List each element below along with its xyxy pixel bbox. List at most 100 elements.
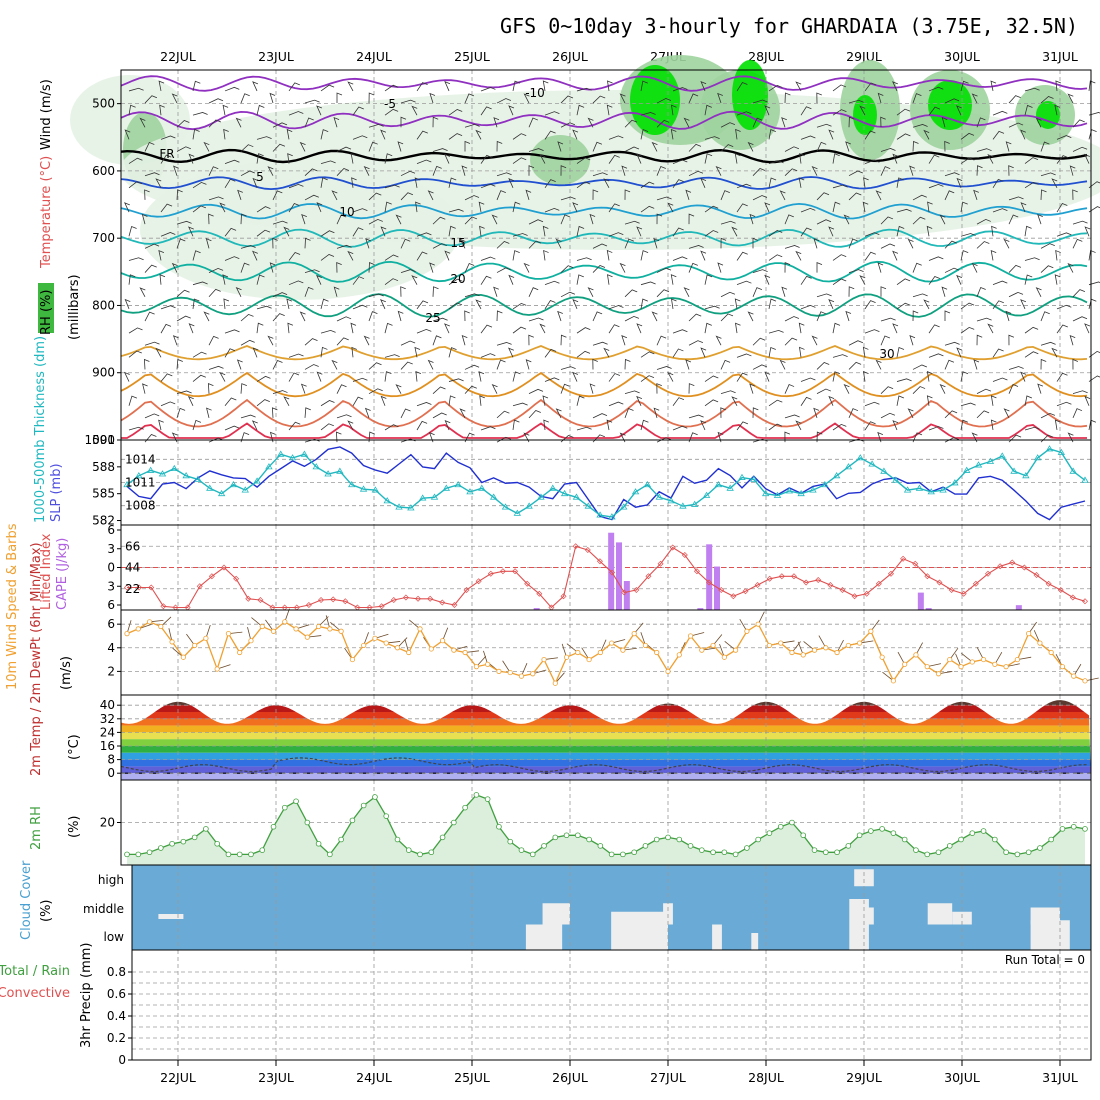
wind-barb	[779, 359, 786, 370]
lifted-index-point	[160, 603, 167, 610]
rh2m-point	[665, 834, 671, 841]
wind-barb	[352, 227, 364, 237]
rh2m-point	[563, 832, 570, 839]
wind-barb	[448, 278, 463, 286]
wind-barb	[1005, 310, 1012, 322]
wind-barb	[240, 144, 254, 152]
wind-barb	[944, 437, 960, 443]
wind-barb	[480, 183, 496, 189]
thickness-line-point	[1022, 472, 1030, 479]
wind-barb	[912, 364, 928, 370]
rh2m-point	[687, 843, 694, 849]
wind-barb	[128, 257, 144, 261]
wind-barb	[432, 116, 439, 128]
rh-shade-blob	[530, 135, 590, 185]
wind-barb	[640, 181, 655, 189]
wind-barb	[736, 421, 749, 431]
wind-barb	[347, 420, 354, 431]
wind-barb	[976, 317, 992, 322]
rh2m-point	[1082, 826, 1088, 832]
wind-barb	[368, 311, 378, 322]
wind-barb	[764, 202, 771, 213]
wind-barb	[171, 432, 178, 443]
slp-tick-label: 1014	[125, 452, 156, 466]
wind-barb	[621, 165, 628, 176]
thickness-line-point	[643, 480, 652, 488]
wind-barb	[176, 358, 183, 370]
rh2m-point	[327, 851, 333, 858]
wind-barb	[416, 82, 428, 92]
wind-barb	[992, 178, 1004, 189]
wind-barb	[768, 177, 777, 188]
wind-barb	[896, 378, 912, 382]
wind-barb	[700, 420, 707, 431]
wind-barb	[351, 346, 358, 358]
wind-barb	[768, 329, 784, 334]
thickness-line-point	[454, 480, 462, 488]
wind-barb	[926, 225, 933, 237]
wind-barb	[560, 383, 570, 394]
wind-barb	[432, 216, 446, 225]
thickness-line-point	[206, 484, 214, 491]
wind-barb	[256, 399, 270, 407]
isotherms	[120, 75, 1088, 439]
wind-barb	[222, 104, 229, 116]
rh2m-point	[315, 840, 322, 847]
rh2m-point	[451, 819, 457, 826]
wind-barb	[944, 172, 960, 177]
wind-barb	[363, 335, 370, 346]
cape-bar	[623, 581, 630, 610]
wind-barb	[496, 240, 510, 249]
slp-tick-label: 1008	[125, 499, 156, 513]
wind-barb	[795, 420, 802, 431]
y-tick-label: 591	[92, 433, 115, 447]
wind-barb	[176, 120, 190, 128]
wind-barb	[267, 335, 274, 346]
wind10m-point	[755, 621, 761, 627]
wind-barb	[192, 112, 208, 116]
lifted-index-point	[560, 593, 567, 600]
wind-barb	[240, 93, 250, 104]
isotherm-label: 10	[339, 205, 354, 219]
wind-barb	[1056, 135, 1072, 140]
wind-barb	[800, 227, 812, 237]
wind-barb	[160, 305, 176, 310]
wind-barb	[939, 383, 946, 394]
wind-barb	[300, 383, 307, 394]
wind-barb	[912, 310, 919, 322]
rh2m-point	[158, 845, 164, 851]
cape-ticks: 6 3 0 3 6 22 44 66	[107, 523, 140, 612]
rh2m-point	[901, 836, 908, 843]
wind-barb	[606, 80, 613, 91]
y-tick-label: 0.4	[107, 1009, 126, 1023]
rh2m-point	[980, 828, 987, 834]
wind-barb	[971, 262, 978, 273]
wind-barb	[976, 241, 990, 249]
y-tick-label: 24	[100, 725, 115, 739]
wind10m-label: 10m Wind Speed & Barbs	[5, 523, 20, 690]
wind-barb	[700, 177, 707, 188]
wind-barb	[1088, 80, 1096, 91]
millibars-ylabel: (millibars)	[67, 274, 82, 340]
wind-barb	[816, 431, 823, 443]
rh2m-point	[405, 847, 412, 853]
y-tick-label: 582	[92, 514, 115, 528]
wind-barb	[700, 81, 707, 92]
wind-barb	[240, 245, 256, 249]
wind-barb	[192, 298, 200, 309]
wind-barb	[240, 432, 250, 443]
rh-legend-swatch	[38, 283, 54, 333]
y-tick-label: 3	[107, 579, 115, 593]
wind-barb	[1035, 117, 1042, 128]
wind-barb	[1020, 299, 1027, 310]
wind-barb	[912, 194, 927, 201]
wind-barb	[875, 190, 882, 201]
lifted-index-point	[245, 595, 252, 602]
temp-band-base	[121, 773, 1091, 780]
wind10m-ticks: 2 4 6	[107, 617, 121, 678]
cloud-label: Cloud Cover	[19, 860, 34, 940]
rh2m-point	[135, 851, 142, 858]
wind-barb	[1037, 383, 1044, 394]
wind-barb	[347, 81, 354, 92]
wind-barb	[207, 383, 214, 394]
